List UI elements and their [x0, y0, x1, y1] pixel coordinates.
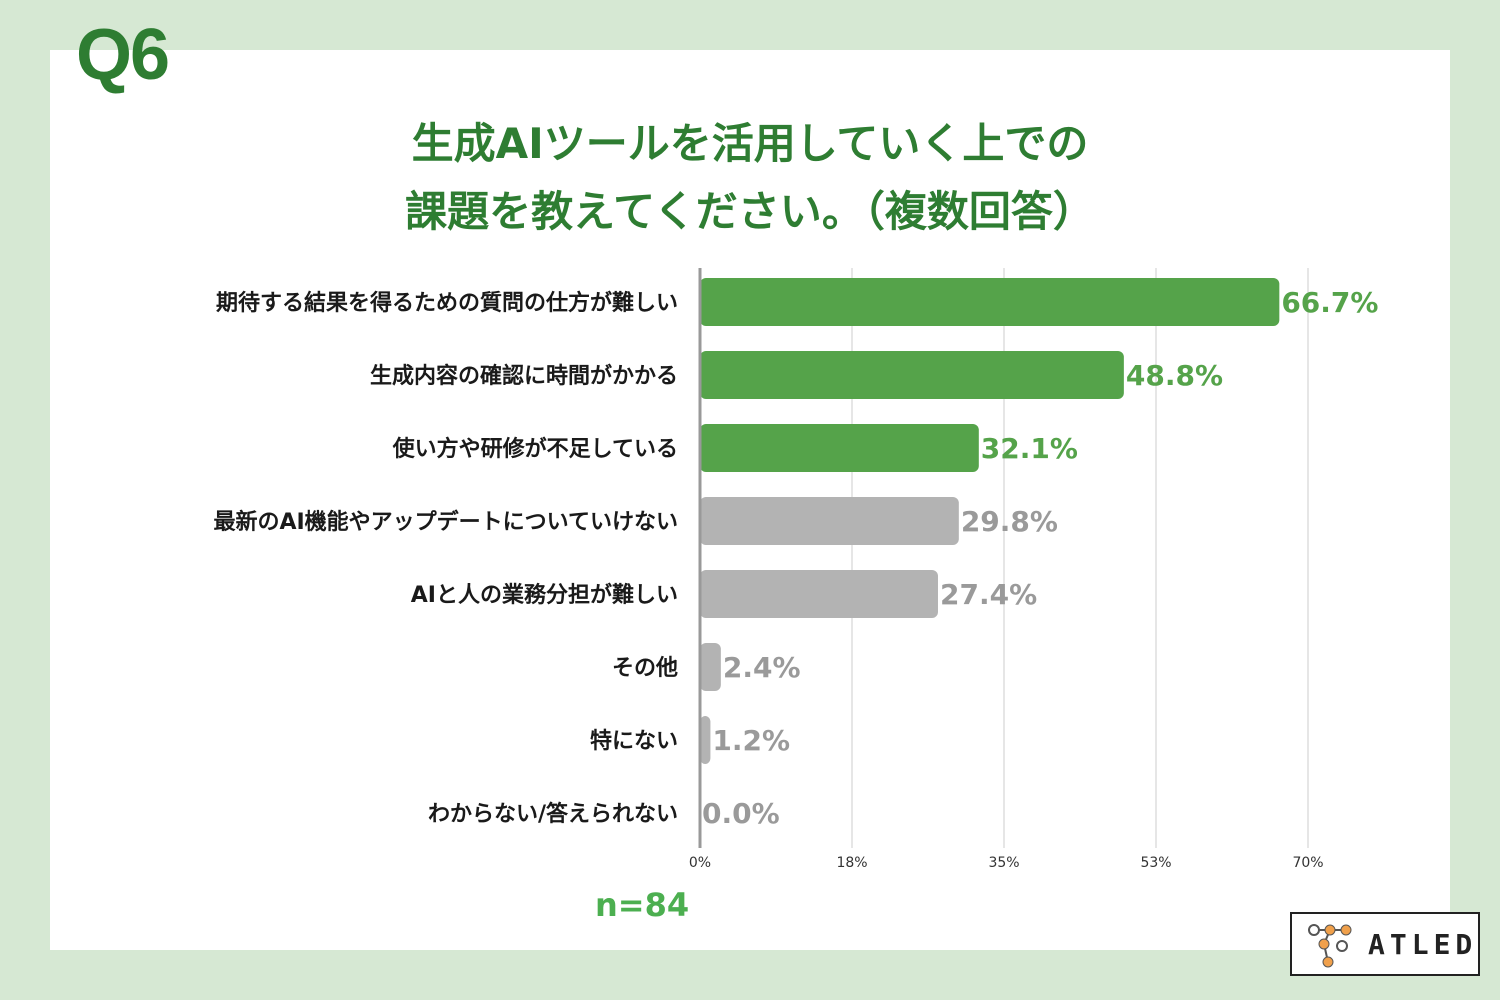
bar [700, 351, 1124, 399]
atled-logo: ATLED [1290, 912, 1480, 976]
question-number: Q6 [76, 15, 170, 95]
x-tick-label: 70% [1292, 855, 1323, 871]
title-line-2: 課題を教えてください。（複数回答） [405, 187, 1095, 236]
sample-size: n=84 [595, 886, 690, 924]
category-label: 使い方や研修が不足している [392, 436, 678, 462]
value-label: 48.8% [1126, 359, 1223, 392]
value-label: 0.0% [702, 797, 780, 830]
value-label: 29.8% [961, 505, 1058, 538]
bar [700, 716, 711, 764]
x-tick-label: 18% [836, 855, 867, 871]
value-label: 2.4% [723, 651, 801, 684]
category-label: 特にない [590, 728, 678, 754]
category-label: AIと人の業務分担が難しい [411, 582, 678, 608]
category-label: その他 [612, 656, 678, 681]
category-label: 最新のAI機能やアップデートについていけない [213, 509, 678, 535]
value-label: 32.1% [981, 432, 1078, 465]
category-label: 生成内容の確認に時間がかかる [370, 363, 678, 389]
chart-title: 生成AIツールを活用していく上での 課題を教えてください。（複数回答） [250, 110, 1250, 246]
bar [700, 497, 959, 545]
category-label: 期待する結果を得るための質問の仕方が難しい [216, 290, 678, 316]
category-label: わからない/答えられない [428, 801, 678, 827]
value-label: 66.7% [1281, 286, 1378, 319]
x-tick-label: 53% [1140, 855, 1171, 871]
bar [700, 424, 979, 472]
bar [700, 643, 721, 691]
bar [700, 570, 938, 618]
logo-mark-icon [1308, 924, 1352, 968]
value-label: 1.2% [712, 724, 790, 757]
logo-text: ATLED [1368, 928, 1478, 961]
value-label: 27.4% [940, 578, 1037, 611]
bar [700, 278, 1280, 326]
x-tick-label: 35% [988, 855, 1019, 871]
x-tick-label: 0% [689, 855, 711, 871]
title-line-1: 生成AIツールを活用していく上での [411, 119, 1089, 168]
